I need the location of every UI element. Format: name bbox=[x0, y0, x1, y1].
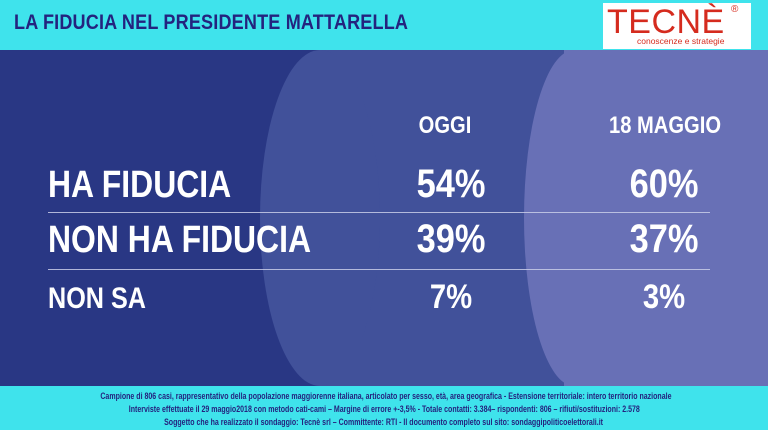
results-panel: OGGI 18 MAGGIO HA FIDUCIA 54% 60% NON HA… bbox=[0, 50, 768, 386]
page-title: LA FIDUCIA NEL PRESIDENTE MATTARELLA bbox=[14, 11, 409, 34]
logo-registered-mark: ® bbox=[731, 4, 739, 15]
column-header-today: OGGI bbox=[418, 112, 472, 139]
row-divider bbox=[48, 269, 710, 270]
row-label-ha-fiducia: HA FIDUCIA bbox=[48, 164, 232, 206]
row-label-non-ha-fiducia: NON HA FIDUCIA bbox=[48, 219, 312, 261]
header-bar: LA FIDUCIA NEL PRESIDENTE MATTARELLA TEC… bbox=[0, 0, 768, 50]
methodology-footer: Campione di 806 casi, rappresentativo de… bbox=[0, 386, 768, 430]
value-ha-fiducia-today: 54% bbox=[416, 162, 486, 206]
footer-line-sample: Campione di 806 casi, rappresentativo de… bbox=[100, 391, 672, 402]
value-non-sa-today: 7% bbox=[429, 278, 473, 316]
logo-tagline: conoscenze e strategie bbox=[637, 36, 725, 46]
value-ha-fiducia-may: 60% bbox=[629, 162, 699, 206]
value-non-sa-may: 3% bbox=[642, 278, 686, 316]
may-column-bg bbox=[524, 50, 768, 386]
row-divider bbox=[48, 212, 710, 213]
tecne-logo: TECNÈ ® conoscenze e strategie bbox=[603, 3, 751, 49]
column-header-may: 18 MAGGIO bbox=[608, 112, 722, 139]
row-label-non-sa: NON SA bbox=[48, 282, 147, 315]
footer-line-interviews: Interviste effettuate il 29 maggio2018 c… bbox=[128, 404, 640, 415]
footer-line-source: Soggetto che ha realizzato il sondaggio:… bbox=[164, 417, 604, 428]
value-non-ha-fiducia-may: 37% bbox=[629, 217, 699, 261]
logo-wordmark: TECNÈ bbox=[607, 3, 725, 41]
value-non-ha-fiducia-today: 39% bbox=[416, 217, 486, 261]
